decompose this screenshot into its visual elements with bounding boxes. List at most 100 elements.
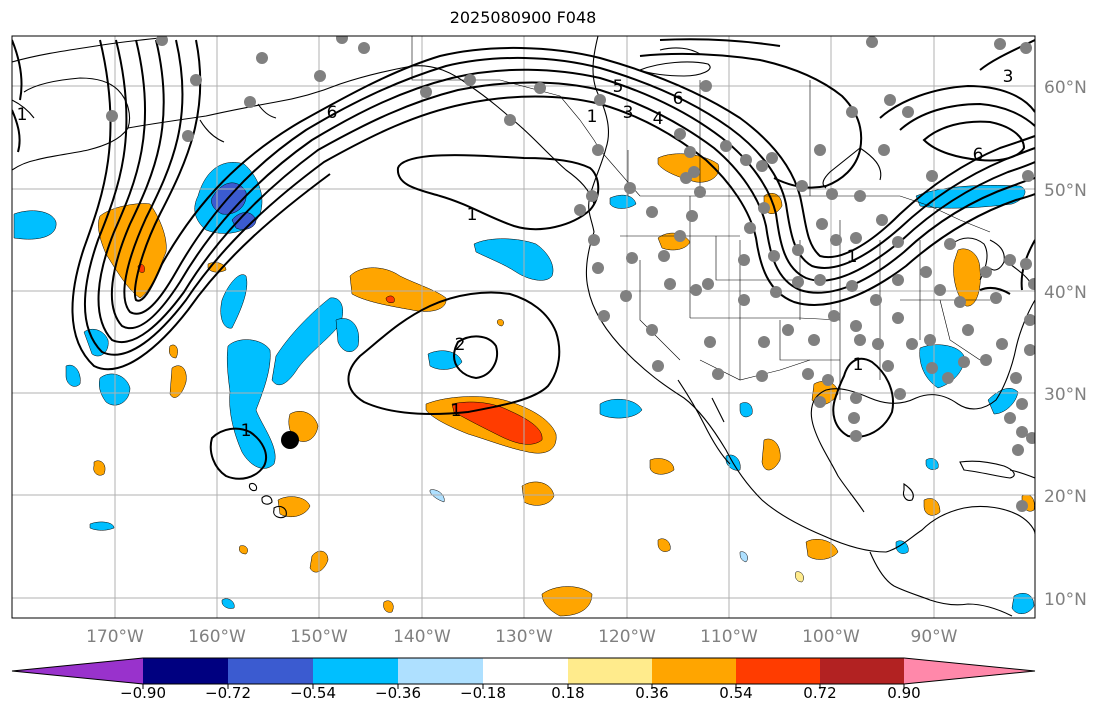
- station-dot: [816, 218, 828, 230]
- station-dot: [828, 310, 840, 322]
- lon-label: 140°W: [393, 627, 451, 647]
- lat-label: 60°N: [1044, 78, 1087, 98]
- station-markers: [106, 36, 1035, 512]
- contour-label: 5: [613, 77, 624, 97]
- station-dot: [850, 232, 862, 244]
- lat-label: 10°N: [1044, 590, 1087, 610]
- station-dot: [1026, 432, 1035, 444]
- station-dot: [994, 38, 1006, 50]
- station-dot: [884, 94, 896, 106]
- colorbar-tick-label: −0.90: [120, 684, 166, 702]
- lon-label: 150°W: [290, 627, 348, 647]
- contour-label: 1: [587, 107, 598, 127]
- station-dot: [854, 190, 866, 202]
- station-dot: [592, 144, 604, 156]
- station-dot: [920, 266, 932, 278]
- lat-label: 50°N: [1044, 181, 1087, 201]
- station-dot: [1004, 254, 1016, 266]
- colorbar-tick-label: −0.54: [290, 684, 336, 702]
- station-dot: [190, 74, 202, 86]
- map-frame: [11, 35, 1036, 619]
- station-dot: [846, 106, 858, 118]
- station-dot: [980, 266, 992, 278]
- station-dot: [504, 114, 516, 126]
- station-dot: [758, 202, 770, 214]
- colorbar-tick-label: 0.72: [803, 684, 836, 702]
- colorbar-swatch: [398, 658, 483, 684]
- station-dot: [686, 210, 698, 222]
- station-dot: [876, 214, 888, 226]
- station-dot: [926, 170, 938, 182]
- station-dot: [958, 356, 970, 368]
- station-dot: [792, 276, 804, 288]
- station-dot: [782, 324, 794, 336]
- station-dot: [1010, 372, 1022, 384]
- station-dot: [1022, 170, 1034, 182]
- station-dot: [924, 334, 936, 346]
- station-dot: [792, 244, 804, 256]
- station-dot: [1024, 344, 1035, 356]
- colorbar-tick-label: 0.90: [887, 684, 920, 702]
- station-dot: [674, 230, 686, 242]
- station-dot: [866, 36, 878, 48]
- station-dot: [702, 278, 714, 290]
- station-dot: [1028, 278, 1035, 290]
- station-dot: [106, 110, 118, 122]
- station-dot: [756, 160, 768, 172]
- station-dot: [850, 392, 862, 404]
- station-dot: [712, 368, 724, 380]
- lat-label: 40°N: [1044, 283, 1087, 303]
- station-dot: [850, 320, 862, 332]
- colorbar-swatch: [313, 658, 398, 684]
- station-dot: [1016, 500, 1028, 512]
- station-dot: [822, 374, 834, 386]
- colorbar-tick-label: −0.18: [460, 684, 506, 702]
- station-dot: [802, 368, 814, 380]
- station-dot: [464, 74, 476, 86]
- station-dot: [1020, 42, 1032, 54]
- colorbar-swatch: [143, 658, 228, 684]
- station-dot: [620, 290, 632, 302]
- colorbar: −0.90 −0.72 −0.54 −0.36 −0.18 0.18 0.36 0.54 0.7…: [11, 657, 1036, 702]
- lon-label: 120°W: [598, 627, 656, 647]
- station-dot: [738, 294, 750, 306]
- station-dot: [878, 144, 890, 156]
- station-dot: [814, 274, 826, 286]
- contour-label: 1: [847, 247, 858, 267]
- station-dot: [944, 238, 956, 250]
- lon-label: 160°W: [188, 627, 246, 647]
- contour-label: 1: [853, 355, 864, 375]
- lon-label: 130°W: [495, 627, 553, 647]
- station-dot: [1016, 398, 1028, 410]
- station-dot: [1016, 426, 1028, 438]
- contour-label: 2: [455, 335, 466, 355]
- station-dot: [926, 362, 938, 374]
- colorbar-tick-label: 0.18: [551, 684, 584, 702]
- lon-label: 90°W: [911, 627, 958, 647]
- station-dot: [574, 204, 586, 216]
- contour-label: 1: [241, 421, 252, 441]
- station-dot: [854, 334, 866, 346]
- colorbar-swatch: [483, 658, 568, 684]
- station-dot: [962, 324, 974, 336]
- colorbar-swatch: [12, 658, 143, 684]
- contour-lines: [12, 38, 1035, 480]
- station-dot: [1012, 444, 1024, 456]
- colorbar-swatch: [652, 658, 736, 684]
- station-dot: [680, 172, 692, 184]
- latitude-labels: 60°N 50°N 40°N 30°N 20°N 10°N: [1044, 78, 1087, 610]
- station-dot: [700, 80, 712, 92]
- station-dot: [906, 338, 918, 350]
- station-dot: [1020, 258, 1032, 270]
- contour-label: 3: [623, 103, 634, 123]
- station-dot: [996, 338, 1008, 350]
- lat-label: 20°N: [1044, 487, 1087, 507]
- contour-label: 1: [451, 401, 462, 421]
- colorbar-swatch: [904, 658, 1035, 684]
- station-dot: [766, 152, 778, 164]
- station-dot: [592, 262, 604, 274]
- station-dot: [882, 360, 894, 372]
- station-dot: [850, 430, 862, 442]
- contour-label: 1: [467, 205, 478, 225]
- center-marker: [281, 431, 299, 449]
